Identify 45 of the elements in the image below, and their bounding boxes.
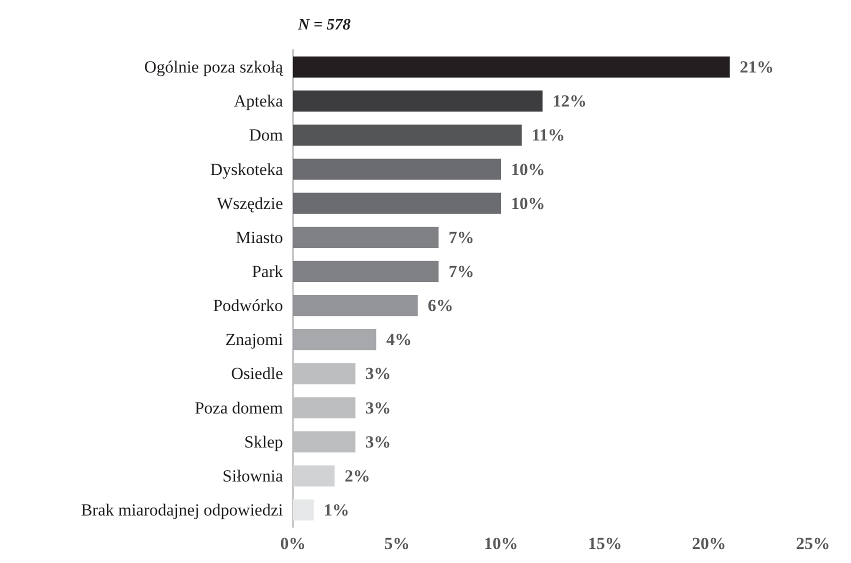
y-tick-label: Wszędzie bbox=[216, 194, 283, 213]
data-label: 3% bbox=[365, 364, 391, 384]
data-label: 2% bbox=[344, 466, 370, 486]
x-tick-label: 15% bbox=[588, 534, 622, 553]
data-label: 4% bbox=[386, 330, 412, 350]
bar bbox=[293, 329, 376, 350]
y-tick-label: Apteka bbox=[234, 92, 284, 111]
data-label: 6% bbox=[428, 296, 454, 316]
y-tick-label: Park bbox=[252, 262, 284, 281]
x-tick-label: 25% bbox=[796, 534, 830, 553]
y-tick-label: Poza domem bbox=[194, 398, 283, 418]
data-label: 7% bbox=[448, 228, 474, 247]
bar bbox=[293, 226, 439, 248]
bar bbox=[293, 158, 501, 180]
data-label: 21% bbox=[740, 58, 774, 77]
y-tick-label: Sklep bbox=[244, 432, 283, 452]
y-tick-label: Brak miarodajnej odpowiedzi bbox=[80, 500, 284, 520]
data-label: 3% bbox=[365, 398, 391, 418]
data-label: 12% bbox=[552, 92, 587, 111]
x-tick-label: 5% bbox=[384, 534, 410, 553]
bar bbox=[293, 294, 418, 316]
data-label: 11% bbox=[532, 126, 565, 145]
bar bbox=[293, 192, 501, 214]
bar bbox=[293, 260, 439, 282]
y-tick-label: Siłownia bbox=[222, 466, 284, 486]
data-label: 7% bbox=[448, 262, 474, 281]
x-tick-label: 10% bbox=[484, 534, 518, 553]
data-label: 1% bbox=[324, 500, 350, 520]
chart-title: N = 578 bbox=[297, 16, 351, 34]
data-label: 10% bbox=[511, 160, 545, 179]
data-label: 3% bbox=[365, 432, 391, 452]
y-tick-label: Znajomi bbox=[225, 330, 284, 350]
y-tick-label: Podwórko bbox=[213, 296, 283, 316]
y-tick-label: Osiedle bbox=[231, 364, 283, 384]
bar bbox=[293, 124, 522, 146]
y-tick-label: Dyskoteka bbox=[210, 160, 284, 179]
data-label: 10% bbox=[511, 194, 545, 213]
bar bbox=[293, 499, 314, 521]
bar bbox=[293, 56, 730, 78]
bar bbox=[293, 90, 543, 112]
y-tick-label: Miasto bbox=[236, 228, 283, 247]
x-tick-label: 0% bbox=[280, 534, 306, 553]
y-tick-label: Ogólnie poza szkołą bbox=[144, 58, 284, 77]
x-tick-label: 20% bbox=[692, 534, 726, 553]
y-tick-label: Dom bbox=[249, 126, 283, 145]
